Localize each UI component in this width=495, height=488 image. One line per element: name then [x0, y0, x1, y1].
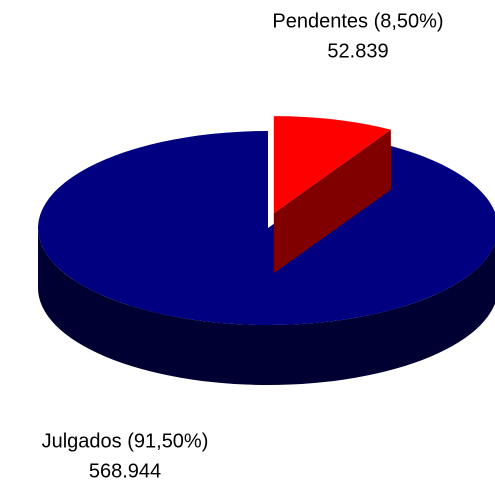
slice-label: Pendentes (8,50%): [272, 10, 443, 32]
slice-side: [38, 228, 495, 385]
slice: [273, 116, 391, 214]
slice-cut: [273, 129, 391, 274]
slice: [38, 131, 495, 325]
slice-label: Julgados (91,50%): [42, 430, 209, 452]
value-label: 52.839: [327, 40, 388, 62]
value-label: 568.944: [89, 460, 161, 482]
